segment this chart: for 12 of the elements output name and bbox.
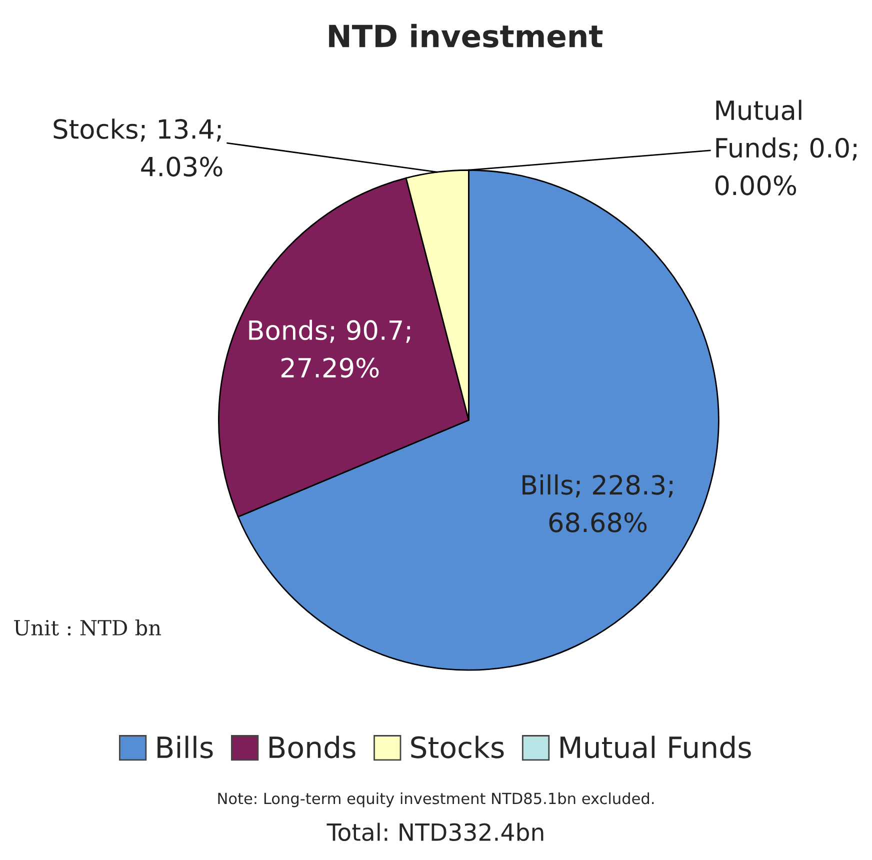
legend-label: Mutual Funds [560,736,751,758]
text: Unit : NTD bn [14,619,161,636]
text: Note: Long-term equity investment NTD85.1bn excluded. [218,792,654,808]
text: Mutual Funds; 0.0; 0.00% [715,100,856,196]
data-label: Bills; 228.3; 68.68% [522,474,672,532]
text: Total: NTD332.4bn [326,822,544,842]
legend-label: Bonds [270,736,356,758]
chart-title: NTD investment [329,24,603,48]
data-label: Stocks; 13.4; 4.03% [54,118,222,177]
legend-label: Stocks [411,736,504,758]
legend-label: Bills [158,736,213,758]
data-label: Bonds; 90.7; 27.29% [249,320,410,378]
